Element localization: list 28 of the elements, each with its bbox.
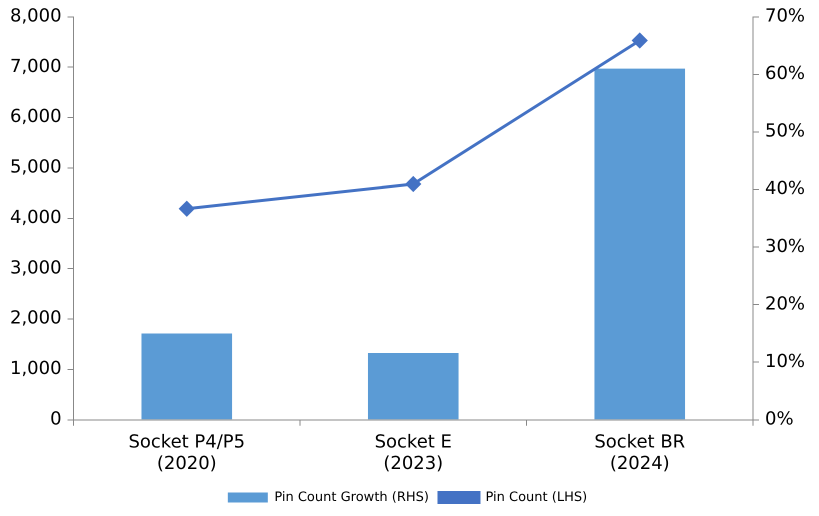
y2-tick-label: 40% <box>764 178 806 200</box>
bar <box>368 353 459 420</box>
y-tick-label: 4,000 <box>10 206 62 228</box>
y2-tick-label: 0% <box>764 408 794 430</box>
y2-tick-label: 50% <box>764 120 806 142</box>
y-tick-label: 8,000 <box>10 5 62 26</box>
y-tick-label: 2,000 <box>10 308 62 329</box>
bar <box>594 68 686 420</box>
legend-label: Pin Count Growth (RHS) <box>274 490 429 505</box>
y2-tick-label: 60% <box>764 63 806 84</box>
y2-tick-label: 70% <box>764 5 806 26</box>
y-tick-label: 6,000 <box>10 106 62 128</box>
legend-label: Pin Count (LHS) <box>485 490 588 505</box>
y-tick-label: 0 <box>50 408 62 430</box>
y2-tick-label: 10% <box>764 350 806 372</box>
y-tick-label: 7,000 <box>10 56 62 77</box>
x-tick-label: Socket P4/P5 (2020) <box>128 431 246 474</box>
y-tick-label: 1,000 <box>10 358 62 380</box>
x-tick-label: Socket BR (2024) <box>594 431 686 474</box>
x-tick-label: Socket E (2023) <box>374 431 452 474</box>
y2-tick-label: 30% <box>764 236 806 257</box>
bar <box>141 333 232 420</box>
y-tick-label: 3,000 <box>10 257 62 278</box>
y2-tick-label: 20% <box>764 293 806 314</box>
point <box>179 201 194 216</box>
point <box>632 32 648 48</box>
point <box>406 176 421 192</box>
y-tick-label: 5,000 <box>10 156 62 178</box>
